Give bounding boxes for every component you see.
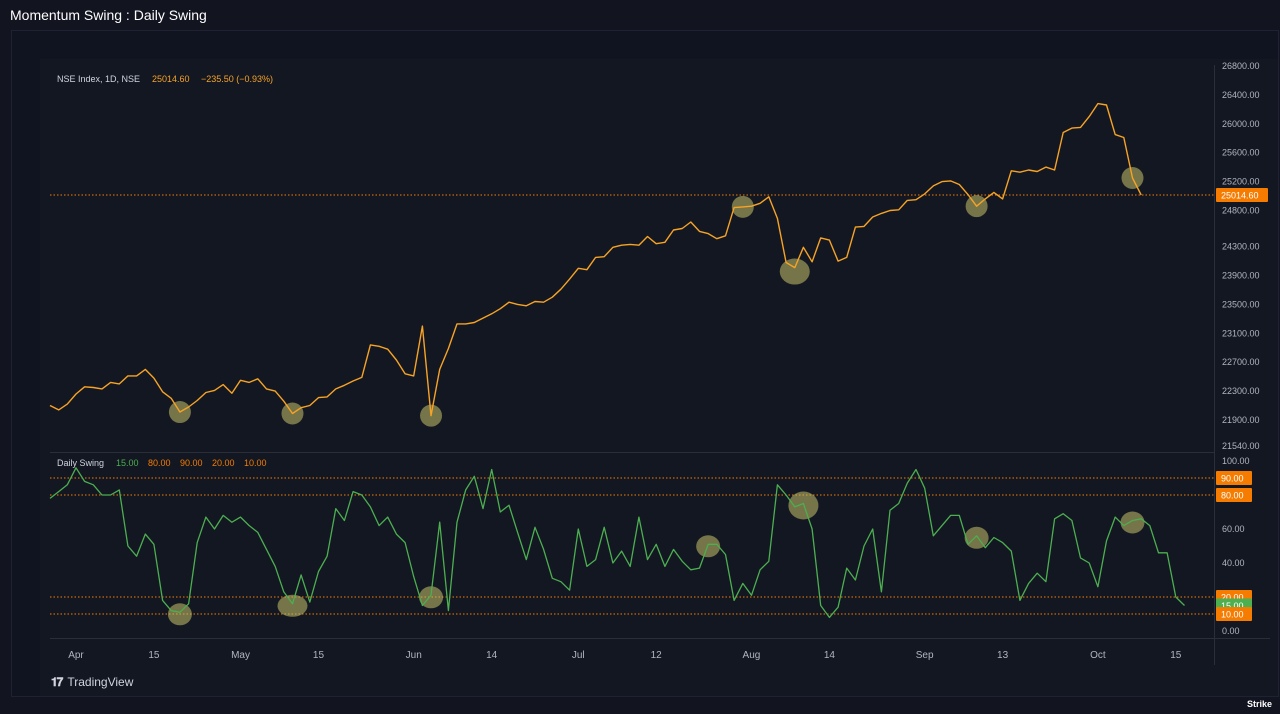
last-price-badge-label: 25014.60 — [1221, 190, 1259, 200]
osc-legend-value: 15.00 — [116, 458, 139, 468]
price-tick-label: 26000.00 — [1222, 119, 1260, 129]
price-tick-label: 25200.00 — [1222, 177, 1260, 187]
price-tick-label: 24300.00 — [1222, 242, 1260, 252]
price-series-line[interactable] — [49, 102, 1142, 417]
osc-tick-label: 100.00 — [1222, 456, 1250, 466]
osc-level-badge-label: 15.00 — [1221, 601, 1244, 611]
osc-legend-name: Daily Swing — [57, 458, 104, 468]
osc-level-badge — [1216, 607, 1252, 621]
axes: 26800.00 26400.00 26000.00 25600.00 25200.00… — [68, 61, 1268, 661]
time-tick-label: May — [231, 650, 250, 661]
osc-legend-10: 10.00 — [244, 458, 267, 468]
price-tick-label: 26400.00 — [1222, 90, 1260, 100]
last-price-badge — [1216, 187, 1268, 202]
tradingview-icon: 𝟏𝟕 — [51, 674, 63, 689]
time-tick-label: Aug — [743, 650, 761, 661]
time-tick-label: Jun — [406, 650, 422, 661]
osc-level-badge-label: 10.00 — [1221, 610, 1244, 620]
osc-legend-80: 80.00 — [148, 458, 171, 468]
time-tick-label: 15 — [148, 650, 160, 661]
price-tick-label: 22300.00 — [1222, 386, 1260, 396]
price-tick-label: 23900.00 — [1222, 271, 1260, 281]
time-tick-label: 15 — [1170, 650, 1182, 661]
price-tick-label: 21900.00 — [1222, 415, 1260, 425]
price-legend-last: 25014.60 — [152, 74, 190, 84]
osc-tick-label: 40.00 — [1222, 558, 1245, 568]
price-pane[interactable] — [49, 102, 1214, 427]
price-tick-label: 23100.00 — [1222, 328, 1260, 338]
time-tick-label: 12 — [651, 650, 663, 661]
tradingview-label: TradingView — [67, 675, 134, 689]
osc-level-badge — [1216, 471, 1252, 485]
time-tick-label: Oct — [1090, 650, 1106, 661]
osc-tick-label: 60.00 — [1222, 524, 1245, 534]
osc-level-badge-label: 20.00 — [1221, 593, 1244, 603]
price-tick-label: 25600.00 — [1222, 148, 1260, 158]
price-legend-change: −235.50 (−0.93%) — [201, 74, 273, 84]
oscillator-pane[interactable] — [49, 467, 1214, 626]
osc-legend-90: 90.00 — [180, 458, 203, 468]
time-tick-label: 13 — [997, 650, 1009, 661]
oscillator-swing-highlight — [167, 603, 192, 626]
tradingview-logo[interactable]: 𝟏𝟕 TradingView — [51, 674, 134, 690]
price-tick-label: 24800.00 — [1222, 205, 1260, 215]
price-swing-highlight — [779, 258, 810, 285]
time-tick-label: 14 — [824, 650, 836, 661]
corner-watermark: Strike — [1246, 699, 1272, 709]
price-tick-label: 21540.00 — [1222, 441, 1260, 451]
time-tick-label: Apr — [68, 650, 84, 661]
oscillator-swing-highlight — [1120, 511, 1145, 534]
time-tick-label: 14 — [486, 650, 498, 661]
time-tick-label: 15 — [313, 650, 325, 661]
price-tick-label: 23500.00 — [1222, 299, 1260, 309]
chart-panel[interactable] — [40, 59, 1278, 696]
time-tick-label: Jul — [572, 650, 585, 661]
osc-level-badge-label: 90.00 — [1221, 474, 1244, 484]
osc-tick-label: 0.00 — [1222, 626, 1240, 636]
price-tick-label: 22700.00 — [1222, 357, 1260, 367]
time-tick-label: Sep — [916, 650, 934, 661]
oscillator-swing-highlight — [277, 594, 308, 617]
osc-level-badge-label: 80.00 — [1221, 491, 1244, 501]
oscillator-swing-highlight — [964, 526, 989, 549]
oscillator-series-line[interactable] — [49, 467, 1185, 619]
osc-level-badge — [1216, 488, 1252, 502]
price-tick-label: 26800.00 — [1222, 61, 1260, 71]
price-legend-symbol: NSE Index, 1D, NSE — [57, 74, 140, 84]
osc-legend-20: 20.00 — [212, 458, 235, 468]
page-title: Momentum Swing : Daily Swing — [10, 7, 207, 23]
